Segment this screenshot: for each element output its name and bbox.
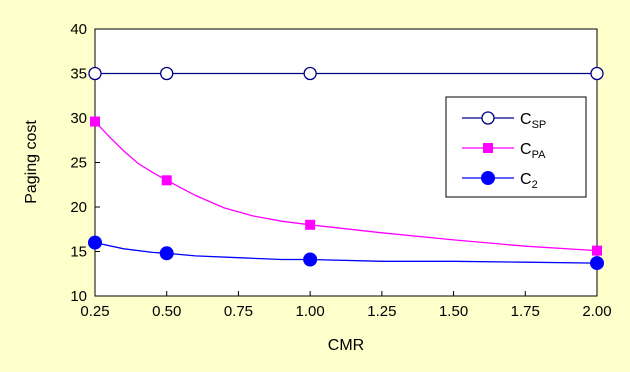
legend-item: C2: [462, 171, 538, 191]
data-point: [88, 66, 102, 81]
legend-item: CPA: [462, 141, 546, 161]
series-line: [94, 121, 598, 252]
x-axis-title: CMR: [328, 337, 364, 354]
data-point: [303, 252, 318, 267]
x-tick-label: 2.00: [582, 303, 611, 320]
legend-marker: [483, 143, 493, 153]
y-tick-label: 35: [70, 66, 87, 83]
data-point: [590, 256, 604, 271]
series-line: [94, 241, 598, 264]
legend-label: CSP: [520, 111, 546, 131]
data-point: [90, 116, 100, 127]
data-point: [159, 246, 174, 261]
y-tick-label: 20: [70, 199, 87, 216]
y-tick-label: 30: [70, 110, 87, 127]
x-tick-label: 1.25: [367, 303, 396, 320]
y-axis: 10 15 20 25 30 35 40: [70, 21, 100, 305]
data-point: [88, 235, 102, 250]
data-point: [590, 66, 604, 81]
legend-marker: [481, 111, 495, 125]
y-tick-label: 15: [70, 244, 87, 261]
y-tick-label: 40: [70, 21, 87, 38]
x-axis: 0.25 0.50 0.75 1.00 1.25 1.50 1.75 2.00: [80, 291, 612, 320]
data-point: [161, 175, 172, 186]
data-point: [305, 219, 316, 230]
series-layer: [88, 66, 604, 271]
x-tick-label: 0.50: [152, 303, 181, 320]
legend-box: [445, 96, 587, 198]
x-tick-label: 1.00: [296, 303, 325, 320]
y-axis-title: Paging cost: [23, 120, 40, 204]
legend-label: CPA: [520, 141, 546, 161]
data-point: [160, 66, 174, 81]
series-csp: [88, 66, 604, 81]
legend-label: C2: [520, 171, 538, 191]
x-tick-label: 1.50: [439, 303, 468, 320]
x-tick-label: 1.75: [511, 303, 540, 320]
x-tick-label: 0.75: [224, 303, 253, 320]
x-tick-label: 0.25: [80, 303, 109, 320]
legend-item: CSP: [462, 111, 546, 131]
y-tick-label: 25: [70, 155, 87, 172]
legend: CSP CPA C2: [445, 96, 587, 198]
y-tick-label: 10: [70, 288, 87, 305]
legend-marker: [481, 171, 495, 185]
series-cpa: [90, 116, 602, 256]
data-point: [592, 245, 602, 256]
data-point: [303, 66, 317, 81]
series-c2: [88, 235, 604, 271]
